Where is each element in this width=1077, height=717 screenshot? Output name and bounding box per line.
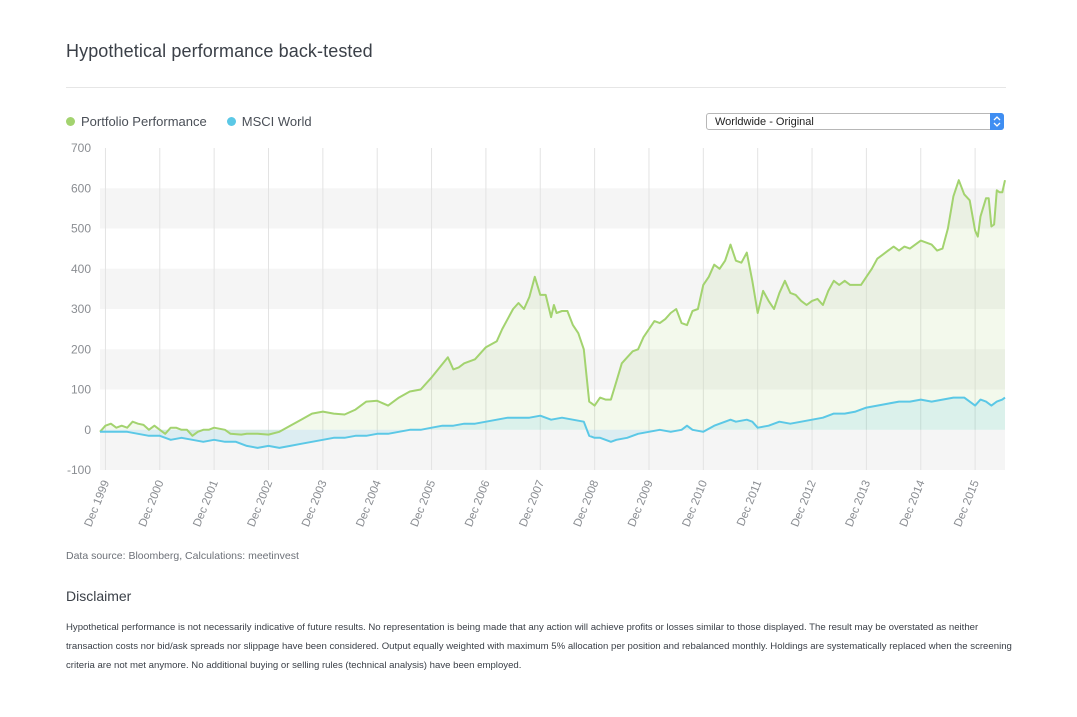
x-tick-label: Dec 2005 — [409, 479, 439, 529]
x-tick-label: Dec 2006 — [463, 479, 493, 529]
grid-band — [100, 268, 1005, 309]
y-tick-label: 300 — [71, 302, 91, 316]
region-select[interactable]: Worldwide - Original — [706, 113, 1004, 130]
region-select-value: Worldwide - Original — [715, 116, 814, 128]
legend-item-msci[interactable]: MSCI World — [226, 114, 312, 129]
legend-label-portfolio: Portfolio Performance — [81, 114, 207, 129]
y-tick-label: 400 — [71, 262, 91, 276]
y-tick-label: 0 — [84, 423, 91, 437]
y-tick-label: 200 — [71, 342, 91, 356]
x-tick-label: Dec 2001 — [191, 479, 221, 529]
page-title: Hypothetical performance back-tested — [66, 41, 373, 61]
x-tick-label: Dec 2008 — [572, 479, 602, 529]
chart-legend: Portfolio Performance MSCI World — [66, 114, 312, 129]
series-line-portfolio-performance — [99, 179, 1006, 437]
x-tick-label: Dec 2015 — [952, 479, 982, 529]
legend-item-portfolio[interactable]: Portfolio Performance — [66, 114, 207, 129]
x-tick-label: Dec 2003 — [300, 479, 330, 529]
data-source-note: Data source: Bloomberg, Calculations: me… — [66, 550, 299, 562]
x-tick-label: Dec 1999 — [83, 479, 113, 529]
x-tick-label: Dec 2014 — [898, 478, 928, 529]
disclaimer-heading: Disclaimer — [66, 588, 132, 604]
x-tick-label: Dec 2012 — [789, 479, 819, 529]
y-tick-label: -100 — [67, 463, 91, 477]
legend-label-msci: MSCI World — [241, 114, 312, 129]
legend-dot-msci — [226, 117, 236, 126]
select-arrows-icon[interactable] — [990, 113, 1004, 130]
x-tick-label: Dec 2010 — [681, 479, 711, 529]
x-tick-label: Dec 2004 — [354, 478, 384, 529]
y-tick-label: 500 — [71, 222, 91, 236]
x-tick-label: Dec 2002 — [246, 479, 276, 529]
grid-band — [100, 188, 1005, 229]
y-tick-label: 600 — [71, 181, 91, 195]
x-tick-label: Dec 2009 — [626, 479, 656, 529]
title-divider — [66, 87, 1006, 88]
grid-band — [100, 349, 1005, 390]
disclaimer-text: Hypothetical performance is not necessar… — [66, 622, 1012, 671]
x-tick-label: Dec 2013 — [844, 479, 874, 529]
performance-chart: 700 600 500 400 300 200 100 0 -100 Dec 1999 Dec 20… — [67, 141, 1006, 529]
y-tick-label: 700 — [71, 141, 91, 155]
y-tick-label: 100 — [71, 383, 91, 397]
legend-dot-portfolio — [66, 117, 75, 126]
x-tick-label: Dec 2007 — [517, 479, 547, 529]
x-tick-label: Dec 2011 — [735, 479, 764, 528]
x-tick-label: Dec 2000 — [137, 479, 167, 529]
series-area-portfolio-performance — [100, 180, 1005, 436]
series-area-msci-world — [100, 397, 1005, 448]
grid-band — [100, 429, 1005, 470]
series-line-msci-world — [100, 396, 1006, 449]
